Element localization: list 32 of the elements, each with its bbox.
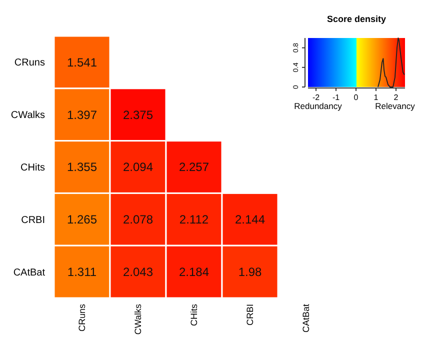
data-label: 1.355 bbox=[66, 160, 98, 174]
text: Relevancy bbox=[375, 101, 416, 111]
y-tick-label: CRBI bbox=[21, 214, 45, 226]
data-label: 2.043 bbox=[122, 265, 154, 279]
y-tick-label: CHits bbox=[20, 162, 45, 174]
x-tick-label: CHits bbox=[189, 304, 200, 326]
data-label: 2.144 bbox=[234, 212, 266, 227]
data-label: 1.311 bbox=[67, 265, 97, 279]
data-label: 2.375 bbox=[122, 108, 154, 122]
x-tick-label: CRuns bbox=[77, 304, 88, 332]
data-label: 1.541 bbox=[66, 55, 98, 70]
x-tick-label: CRBI bbox=[245, 304, 256, 326]
data-label: 2.078 bbox=[122, 212, 154, 227]
x-tick-label: 0 bbox=[354, 93, 359, 102]
x-tick-label: 1 bbox=[374, 93, 379, 102]
data-label: 2.094 bbox=[122, 160, 154, 174]
y-tick-label: CWalks bbox=[10, 110, 45, 122]
data-label: 1.397 bbox=[66, 108, 98, 122]
x-tick-label: 2 bbox=[394, 93, 399, 102]
data-label: 2.257 bbox=[178, 160, 210, 174]
data-label: 1.98 bbox=[238, 265, 262, 279]
x-tick-label: -1 bbox=[332, 93, 340, 102]
line-series bbox=[378, 38, 405, 88]
x-tick-label: -2 bbox=[312, 93, 320, 102]
chart-title: Score density bbox=[326, 14, 386, 24]
data-label: 2.112 bbox=[179, 212, 209, 227]
data-label: 2.184 bbox=[178, 265, 210, 279]
annotation: Redundancy bbox=[294, 101, 343, 111]
data-label: 1.265 bbox=[66, 212, 98, 227]
x-tick-label: CWalks bbox=[133, 304, 144, 335]
y-tick-label: CRuns bbox=[14, 58, 45, 69]
y-tick-label: CAtBat bbox=[13, 267, 46, 278]
